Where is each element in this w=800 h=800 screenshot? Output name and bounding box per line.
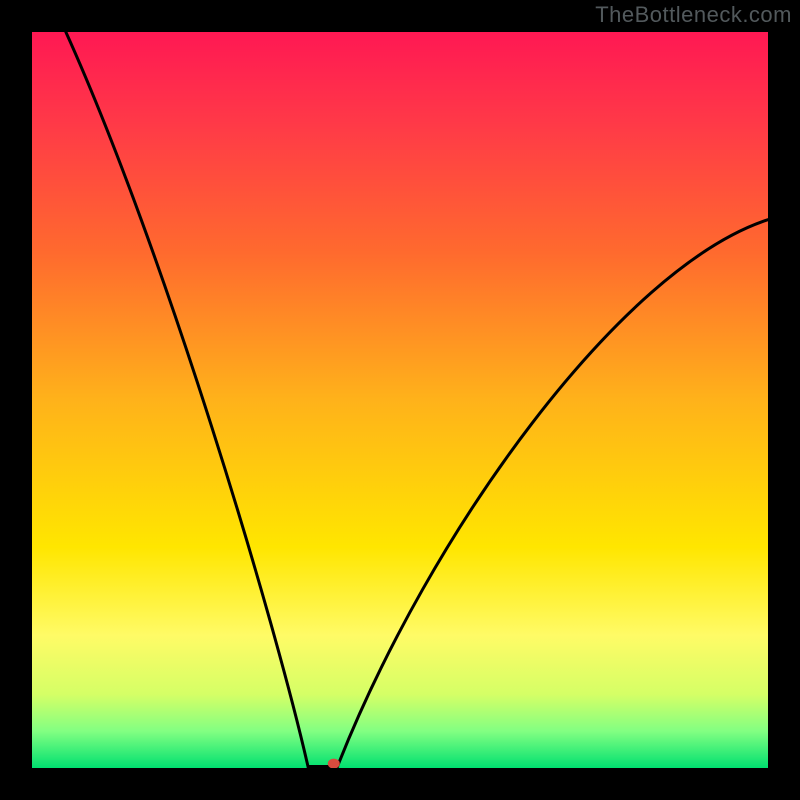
plot-area (32, 32, 768, 768)
gradient-background (32, 32, 768, 768)
chart-frame: TheBottleneck.com (0, 0, 800, 800)
watermark-text: TheBottleneck.com (595, 2, 792, 28)
chart-svg (32, 32, 768, 768)
